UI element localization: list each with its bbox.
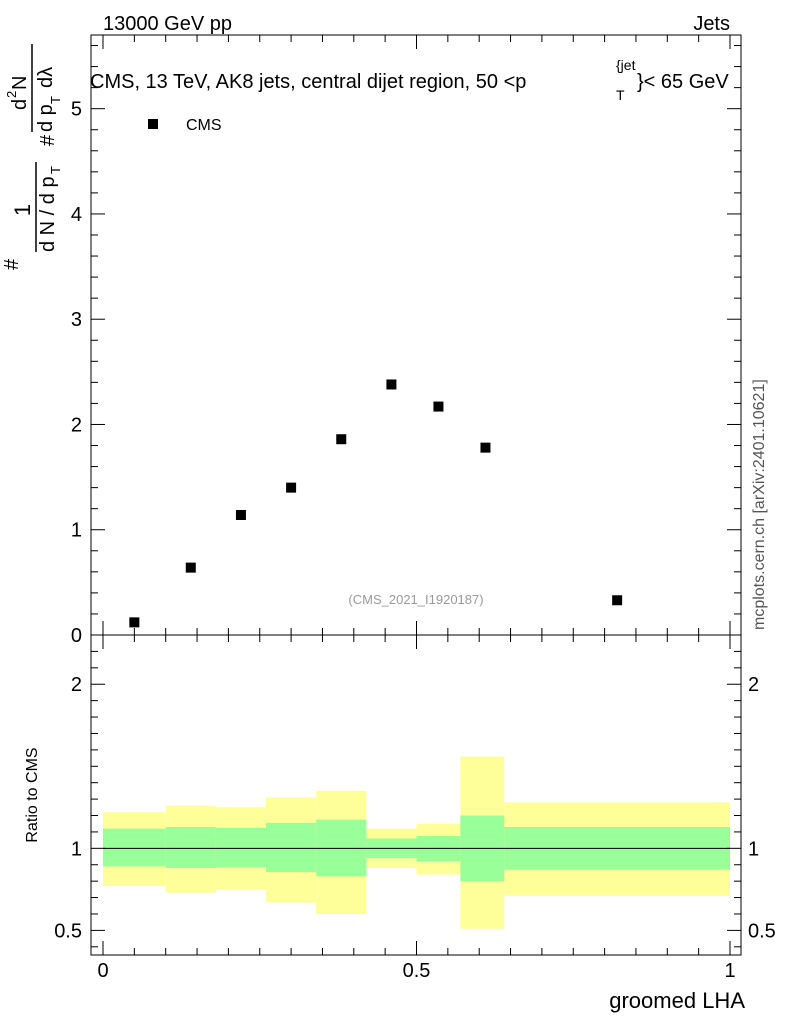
ratio-ytick-label-right: 0.5 — [748, 920, 776, 942]
svg-text:1: 1 — [10, 204, 35, 216]
main-title: CMS, 13 TeV, AK8 jets, central dijet reg… — [90, 71, 526, 93]
data-point — [336, 434, 347, 445]
ratio-stat-band — [103, 828, 166, 867]
ratio-xtick-label: 0.5 — [403, 960, 431, 982]
data-point — [386, 379, 397, 390]
main-ylabel: # 1 d N / d p T # d 2 N d p T dλ — [1, 44, 63, 270]
main-ytick-label: 2 — [71, 414, 82, 436]
svg-text:#: # — [1, 258, 23, 270]
ratio-ytick-label-right: 2 — [748, 674, 759, 696]
ratio-ylabel: Ratio to CMS — [24, 747, 41, 842]
ratio-ytick-label: 1 — [71, 838, 82, 860]
legend-marker — [148, 119, 158, 129]
svg-text:d N / d p: d N / d p — [37, 176, 59, 252]
main-title-sup: {jet — [616, 57, 636, 73]
main-ytick-label: 5 — [71, 99, 82, 121]
data-point — [433, 401, 444, 412]
data-point — [185, 562, 196, 573]
data-point — [286, 482, 297, 493]
ratio-stat-band — [165, 827, 216, 869]
data-point — [235, 510, 246, 520]
legend-label: CMS — [186, 117, 222, 134]
svg-text:2: 2 — [4, 91, 19, 98]
ratio-ytick-label: 0.5 — [54, 920, 82, 942]
ratio-ytick-label-right: 1 — [748, 838, 759, 860]
main-title-end: }< 65 GeV — [637, 71, 729, 93]
ratio-axis-ticks: 0.5 0.5 1 1 2 2 0 0.5 1 — [54, 634, 776, 982]
ratio-stat-band — [266, 822, 317, 873]
main-ytick-label: 4 — [71, 204, 82, 226]
main-title-sub: T — [616, 87, 625, 103]
ratio-plot-frame — [90, 634, 742, 956]
data-point — [480, 442, 491, 453]
header-left: 13000 GeV pp — [103, 13, 232, 35]
header-right: Jets — [693, 13, 730, 35]
svg-text:T: T — [48, 166, 63, 174]
svg-text:#: # — [37, 134, 59, 146]
ratio-ytick-label: 2 — [71, 674, 82, 696]
main-ytick-label: 3 — [71, 309, 82, 331]
side-label: mcplots.cern.ch [arXiv:2401.10621] — [751, 379, 768, 630]
ratio-xtick-label: 0 — [97, 960, 108, 982]
ratio-stat-band — [215, 827, 267, 868]
data-point — [129, 617, 140, 628]
svg-text:N: N — [9, 76, 31, 90]
svg-text:d p: d p — [35, 104, 57, 132]
svg-text:dλ: dλ — [35, 67, 57, 88]
svg-text:T: T — [48, 96, 63, 104]
main-ytick-label: 0 — [71, 625, 82, 647]
ratio-xlabel: groomed LHA — [609, 988, 745, 1013]
main-ytick-label: 1 — [71, 520, 82, 542]
svg-text:d: d — [9, 99, 31, 110]
data-point — [612, 595, 623, 606]
watermark: (CMS_2021_I1920187) — [348, 592, 483, 607]
main-axis-ticks: 0 1 2 3 4 5 — [71, 35, 741, 647]
ratio-xtick-label: 1 — [724, 960, 735, 982]
